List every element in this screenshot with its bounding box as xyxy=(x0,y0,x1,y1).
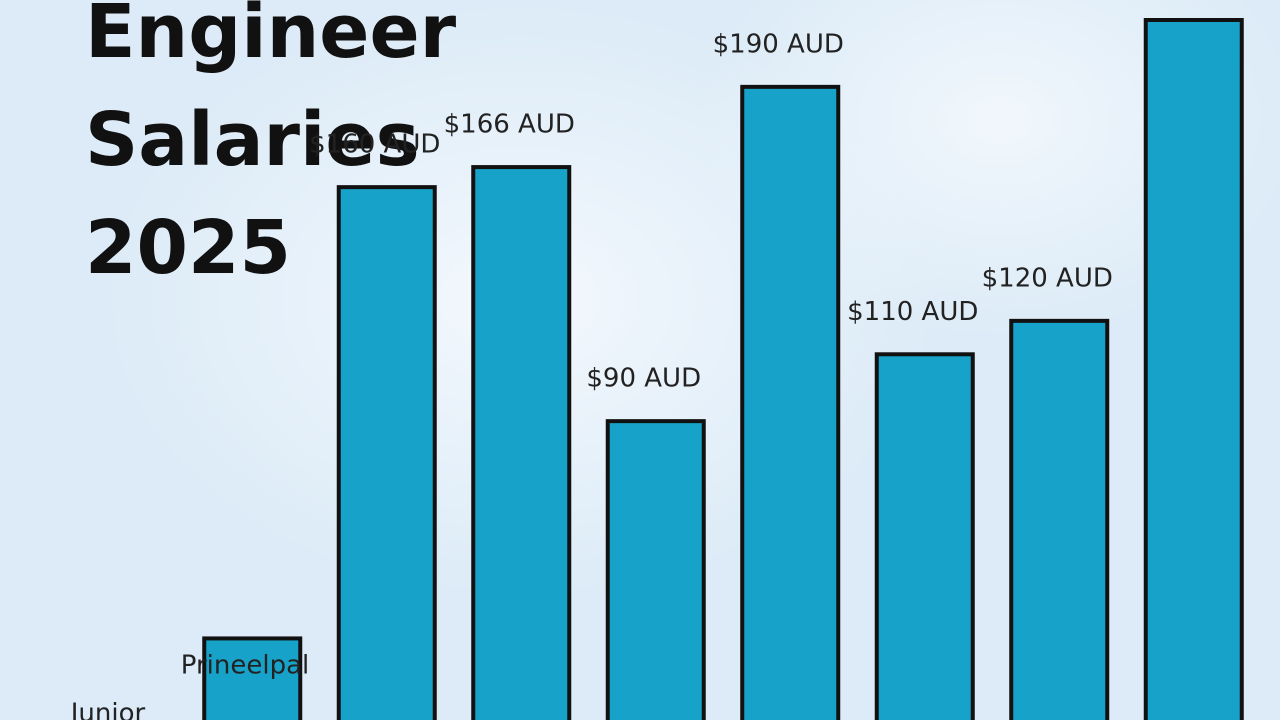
value-label: $190 AUD xyxy=(713,29,844,59)
chart-title: Engineer Salaries 2025 xyxy=(85,0,457,291)
bar xyxy=(1143,18,1244,720)
value-label: $90 AUD xyxy=(586,364,701,394)
bar xyxy=(874,352,975,720)
bar xyxy=(471,165,572,720)
bar xyxy=(740,84,841,720)
bar xyxy=(605,419,706,720)
bar xyxy=(336,185,437,720)
value-label: $166 AUD xyxy=(444,110,575,140)
value-label: $120 AUD xyxy=(982,263,1113,293)
annotation: Prineelpal xyxy=(181,651,310,681)
bar xyxy=(202,636,303,720)
annotation: Junior xyxy=(69,699,146,720)
bar xyxy=(1009,318,1110,720)
value-label: $110 AUD xyxy=(847,297,978,327)
value-label: $160 AUD xyxy=(309,130,440,160)
